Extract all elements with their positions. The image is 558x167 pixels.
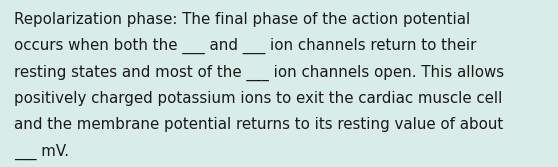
Text: and the membrane potential returns to its resting value of about: and the membrane potential returns to it…	[14, 117, 503, 132]
Text: Repolarization phase: The final phase of the action potential: Repolarization phase: The final phase of…	[14, 12, 470, 27]
Text: ___ mV.: ___ mV.	[14, 144, 69, 160]
Text: positively charged potassium ions to exit the cardiac muscle cell: positively charged potassium ions to exi…	[14, 91, 502, 106]
Text: occurs when both the ___ and ___ ion channels return to their: occurs when both the ___ and ___ ion cha…	[14, 38, 477, 54]
Text: resting states and most of the ___ ion channels open. This allows: resting states and most of the ___ ion c…	[14, 64, 504, 81]
